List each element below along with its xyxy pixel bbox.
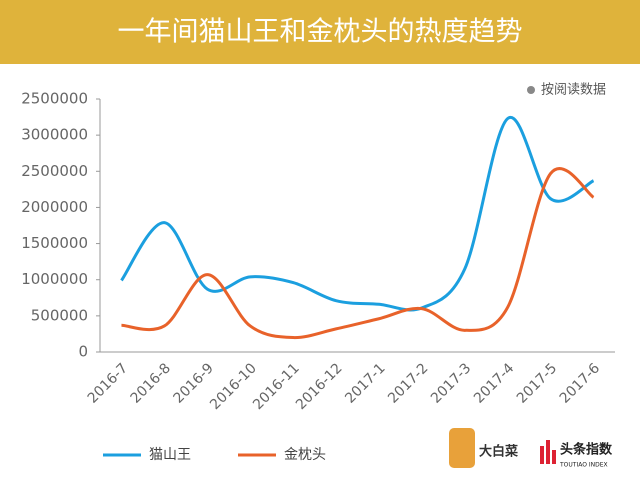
x-tick-label: 2016-11 (250, 360, 303, 413)
x-tick-label: 2016-7 (85, 360, 131, 406)
y-tick-label: 1500000 (21, 234, 88, 252)
logo-toutiao-en: TOUTIAO INDEX (559, 462, 608, 469)
logo-icon (449, 428, 475, 468)
y-tick-label: 2500000 (21, 162, 88, 180)
x-tick-label: 2017-3 (428, 360, 474, 406)
x-tick-label: 2017-5 (514, 360, 560, 406)
x-tick-label: 2017-4 (471, 360, 517, 406)
y-tick-label: 2000000 (21, 198, 88, 216)
x-tick-label: 2017-6 (557, 360, 603, 406)
logo-dabaicai: 大白菜 (479, 444, 518, 460)
legend-label: 金枕头 (284, 447, 326, 463)
legend-label: 猫山王 (149, 447, 191, 463)
logo-bar (546, 440, 550, 464)
y-tick-label: 0 (78, 343, 88, 361)
y-tick-label: 500000 (31, 306, 88, 324)
series-line (120, 116, 595, 312)
series-line (121, 167, 595, 340)
x-tick-label: 2016-12 (293, 360, 346, 413)
logo-bar (540, 446, 544, 464)
note-dot (527, 86, 535, 94)
x-tick-label: 2016-8 (128, 360, 174, 406)
x-tick-label: 2016-10 (207, 360, 260, 413)
logo-bar (552, 450, 556, 464)
x-tick-label: 2017-1 (342, 360, 388, 406)
logo-toutiao: 头条指数 (560, 442, 613, 458)
chart-title: 一年间猫山王和金枕头的热度趋势 (118, 17, 523, 48)
title-banner (0, 0, 640, 64)
y-tick-label: 2500000 (21, 90, 88, 108)
y-tick-label: 3000000 (21, 126, 88, 144)
x-tick-label: 2017-2 (385, 360, 431, 406)
y-tick-label: 1000000 (21, 270, 88, 288)
note: 按阅读数据 (541, 83, 606, 98)
